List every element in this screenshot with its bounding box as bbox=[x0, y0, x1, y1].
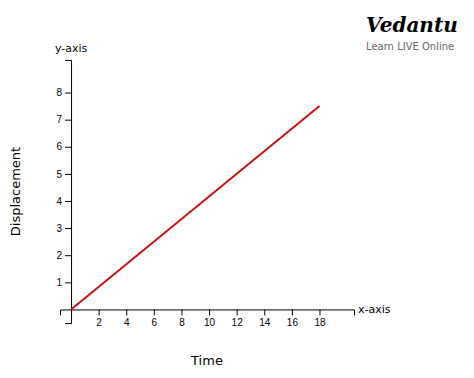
y-tick-mark bbox=[65, 255, 71, 256]
x-tick: 8 bbox=[179, 309, 185, 327]
x-tick-mark bbox=[99, 309, 100, 315]
x-tick-label: 8 bbox=[179, 317, 185, 328]
annotation: y-axis bbox=[55, 42, 88, 55]
annotation: Vedantu bbox=[366, 13, 458, 37]
x-tick-label: 12 bbox=[232, 317, 244, 328]
x-tick-mark bbox=[154, 309, 155, 315]
x-tick-mark bbox=[292, 309, 293, 315]
x-tick-label: 14 bbox=[259, 317, 271, 328]
y-tick-label: 3 bbox=[56, 223, 62, 234]
y-tick-label: 1 bbox=[56, 277, 62, 288]
y-tick: 8 bbox=[56, 87, 71, 98]
y-tick: 5 bbox=[56, 169, 71, 180]
x-tick-mark bbox=[181, 309, 182, 315]
x-tick: 12 bbox=[232, 309, 244, 327]
x-axis: 2 4 6 8 10 12 14 16 18 bbox=[61, 309, 355, 327]
y-tick: 7 bbox=[56, 114, 71, 125]
plot: 2468101214161812345678TimeDisplacementx-… bbox=[8, 42, 391, 368]
y-tick-mark bbox=[65, 93, 71, 94]
y-tick: 6 bbox=[56, 141, 71, 152]
marks bbox=[71, 106, 319, 309]
chart: 2468101214161812345678TimeDisplacementx-… bbox=[0, 0, 474, 378]
x-tick-mark bbox=[209, 309, 210, 315]
x-tick-label: 16 bbox=[287, 317, 299, 328]
x-tick-mark bbox=[237, 309, 238, 315]
y-tick-label: 6 bbox=[56, 141, 62, 152]
y-label: Displacement bbox=[8, 147, 23, 236]
y-tick: 1 bbox=[56, 277, 71, 288]
y-tick: 4 bbox=[56, 196, 71, 207]
x-tick: 2 bbox=[96, 309, 102, 327]
y-tick-label: 5 bbox=[56, 169, 62, 180]
x-tick: 4 bbox=[124, 309, 130, 327]
y-tick: 3 bbox=[56, 223, 71, 234]
y-axis: 1 2 3 4 5 6 7 8 bbox=[56, 61, 71, 324]
x-tick-label: 10 bbox=[204, 317, 216, 328]
x-tick-mark bbox=[319, 309, 320, 315]
x-tick-mark bbox=[264, 309, 265, 315]
y-tick-label: 4 bbox=[56, 196, 62, 207]
x-label: Time bbox=[190, 353, 223, 368]
line bbox=[71, 106, 319, 309]
y-tick-label: 8 bbox=[56, 87, 62, 98]
x-tick: 16 bbox=[287, 309, 299, 327]
x-tick: 14 bbox=[259, 309, 271, 327]
y-tick-mark bbox=[65, 282, 71, 283]
x-tick-label: 4 bbox=[124, 317, 130, 328]
x-tick: 18 bbox=[314, 309, 326, 327]
x-tick-label: 2 bbox=[96, 317, 102, 328]
y-tick-mark bbox=[65, 147, 71, 148]
x-tick-mark bbox=[126, 309, 127, 315]
y-tick-label: 7 bbox=[56, 114, 62, 125]
x-axis-line bbox=[61, 310, 355, 316]
annotation: Learn LIVE Online bbox=[366, 41, 454, 52]
y-tick-mark bbox=[65, 174, 71, 175]
x-tick: 6 bbox=[152, 309, 158, 327]
x-tick: 10 bbox=[204, 309, 216, 327]
y-tick-mark bbox=[65, 120, 71, 121]
y-tick: 2 bbox=[56, 250, 71, 261]
y-tick-label: 2 bbox=[56, 250, 62, 261]
annotation: x-axis bbox=[358, 303, 391, 316]
y-axis-line bbox=[65, 61, 72, 324]
x-tick-label: 18 bbox=[314, 317, 326, 328]
y-tick-mark bbox=[65, 228, 71, 229]
y-tick-mark bbox=[65, 201, 71, 202]
x-tick-label: 6 bbox=[152, 317, 158, 328]
